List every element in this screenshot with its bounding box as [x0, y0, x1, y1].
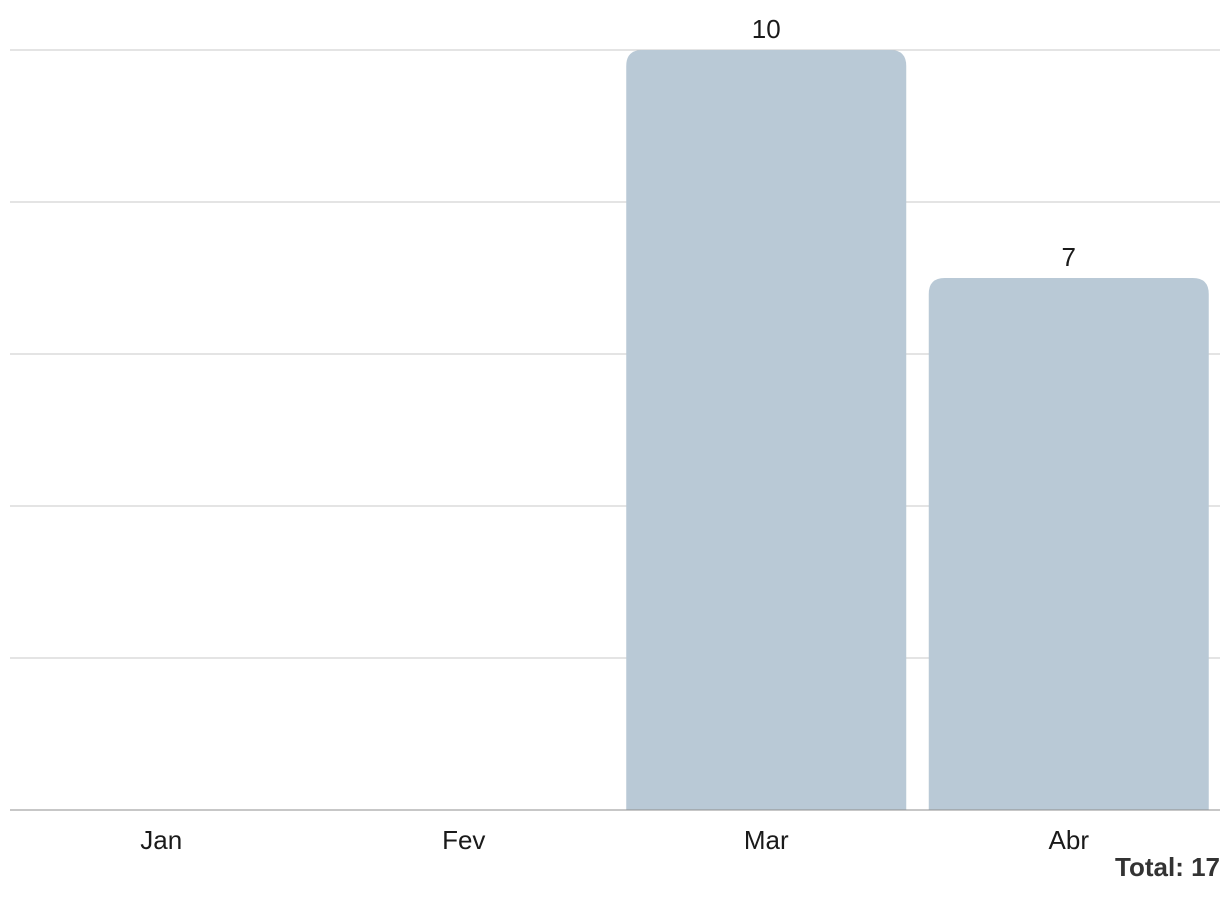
bar-mar: [626, 50, 907, 810]
category-label-jan: Jan: [140, 825, 182, 855]
bars: [626, 50, 1209, 810]
total-label: Total: 17: [1115, 852, 1220, 882]
category-labels: Jan Fev Mar Abr: [140, 825, 1089, 855]
bar-abr: [928, 278, 1209, 810]
value-labels: 10 7: [752, 14, 1076, 272]
category-label-abr: Abr: [1049, 825, 1090, 855]
category-label-fev: Fev: [442, 825, 485, 855]
value-label-mar: 10: [752, 14, 781, 44]
value-label-abr: 7: [1062, 242, 1076, 272]
category-label-mar: Mar: [744, 825, 789, 855]
